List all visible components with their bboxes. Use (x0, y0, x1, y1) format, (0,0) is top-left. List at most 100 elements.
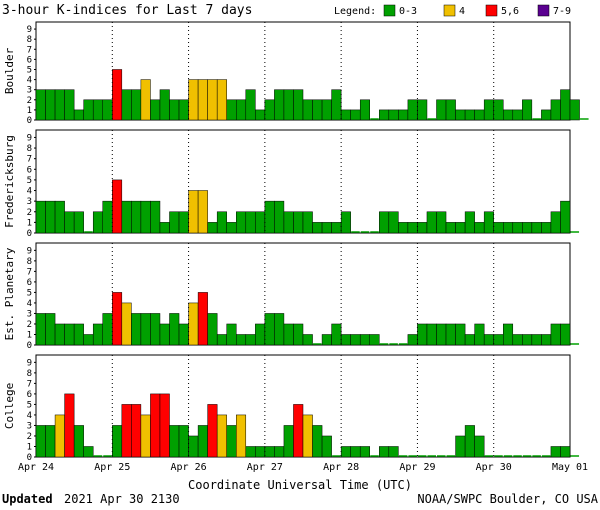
k-bar (169, 313, 180, 346)
k-bar (226, 222, 237, 234)
legend-item-label-3: 7-9 (553, 6, 571, 17)
k-bar (550, 446, 561, 458)
k-bar (131, 89, 142, 121)
k-bar (188, 302, 199, 346)
k-bar (255, 446, 266, 458)
k-bar (245, 211, 256, 234)
k-bar (197, 79, 208, 121)
k-bar (560, 200, 571, 234)
k-bar (178, 425, 189, 458)
k-bar (522, 99, 533, 121)
k-bar (112, 69, 123, 121)
k-bar (45, 425, 56, 458)
k-bar (464, 334, 475, 346)
y-tick-label: 9 (27, 358, 32, 368)
k-bar (54, 414, 65, 458)
k-bar (131, 200, 142, 234)
k-bar (264, 313, 275, 346)
k-bar (340, 211, 351, 234)
k-bar (245, 89, 256, 121)
y-tick-label: 9 (27, 246, 32, 256)
k-bar (321, 435, 332, 458)
k-bar (35, 313, 46, 346)
k-bar (541, 109, 552, 121)
k-bar (264, 99, 275, 121)
k-bar (226, 323, 237, 346)
k-bar (407, 334, 418, 346)
k-bar (264, 200, 275, 234)
k-bar (216, 211, 227, 234)
x-tick-label: Apr 24 (18, 462, 54, 473)
updated-value: 2021 Apr 30 2130 (64, 492, 180, 506)
x-tick-label: Apr 26 (171, 462, 207, 473)
k-bar (64, 393, 75, 458)
k-bar (83, 99, 94, 121)
y-tick-label: 5 (27, 176, 32, 186)
k-bar (550, 99, 561, 121)
k-bar (321, 99, 332, 121)
k-bar (503, 323, 514, 346)
k-bar (83, 334, 94, 346)
k-bar (493, 99, 504, 121)
k-bar (359, 334, 371, 346)
k-bar (569, 99, 580, 121)
k-bar (92, 323, 104, 346)
legend-swatch-3 (537, 4, 550, 17)
k-bar (54, 200, 65, 234)
k-bar (159, 222, 170, 234)
k-bar (140, 200, 151, 234)
y-tick-label: 5 (27, 288, 32, 298)
y-tick-label: 3 (27, 86, 32, 96)
k-bar (178, 211, 189, 234)
legend-item-label-2: 5,6 (501, 6, 519, 17)
y-tick-label: 2 (27, 208, 32, 218)
k-bar (455, 109, 466, 121)
k-bar (417, 323, 428, 346)
k-bar (159, 323, 170, 346)
k-bar (340, 109, 351, 121)
k-bar (560, 446, 571, 458)
k-bar (150, 313, 161, 346)
k-bar (293, 404, 304, 458)
x-tick-label: Apr 25 (94, 462, 130, 473)
y-tick-label: 2 (27, 432, 32, 442)
k-bar (312, 222, 323, 234)
k-bar (45, 313, 56, 346)
x-tick-label: Apr 29 (399, 462, 435, 473)
k-bar (293, 323, 304, 346)
k-bar (54, 89, 65, 121)
k-bar (255, 109, 266, 121)
panel-station-label: Boulder (3, 47, 16, 94)
k-bar (560, 323, 571, 346)
k-bar (503, 109, 514, 121)
panel-station-label: Est. Planetary (3, 247, 16, 340)
k-bar (388, 446, 399, 458)
k-bar (340, 446, 351, 458)
y-tick-label: 9 (27, 25, 32, 35)
k-bar (455, 323, 466, 346)
k-bar (550, 323, 561, 346)
k-bar (531, 222, 542, 234)
y-tick-label: 3 (27, 309, 32, 319)
k-bar (445, 99, 456, 121)
x-axis-label: Coordinate Universal Time (UTC) (188, 478, 412, 492)
k-bar (188, 190, 199, 234)
y-tick-label: 8 (27, 369, 32, 379)
y-tick-label: 4 (27, 187, 32, 197)
k-bar (159, 89, 170, 121)
y-tick-label: 2 (27, 320, 32, 330)
k-bar (73, 323, 84, 346)
k-bar (522, 222, 533, 234)
y-tick-label: 4 (27, 299, 32, 309)
y-tick-label: 1 (27, 442, 32, 452)
k-bar (359, 99, 371, 121)
k-bar (417, 99, 428, 121)
k-bar (226, 425, 237, 458)
k-bar (274, 89, 285, 121)
k-bar (150, 99, 161, 121)
k-bar (54, 323, 65, 346)
k-bar (340, 334, 351, 346)
k-bar (464, 211, 475, 234)
k-bar (436, 99, 447, 121)
